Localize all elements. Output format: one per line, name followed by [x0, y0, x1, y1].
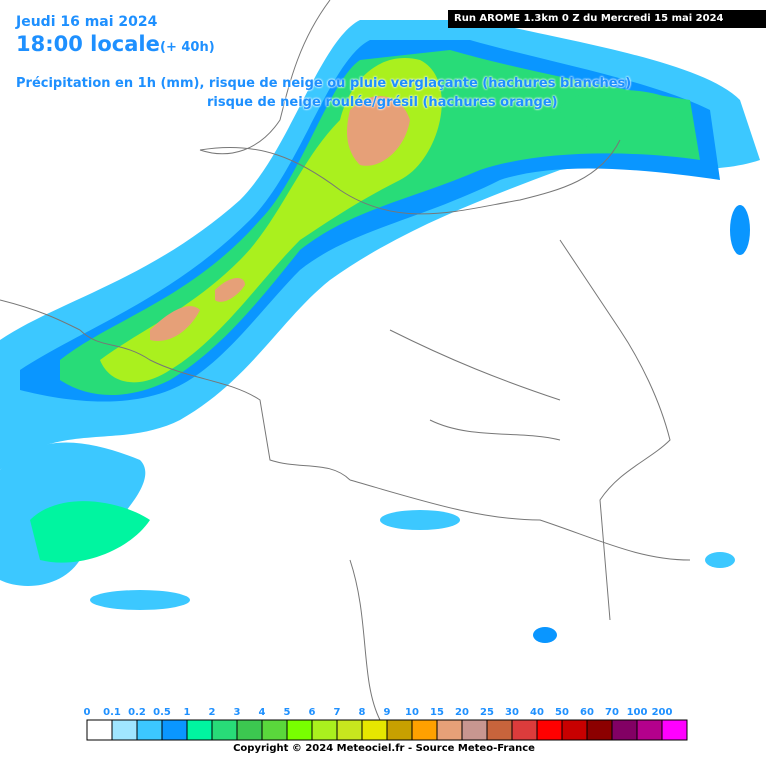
legend-swatch [136, 719, 163, 741]
borders [0, 0, 691, 721]
legend-swatch [661, 719, 688, 741]
legend-swatch [111, 719, 138, 741]
legend-label: 100 [627, 707, 648, 718]
legend-swatch [511, 719, 538, 741]
date: Jeudi 16 mai 2024 [16, 14, 158, 30]
legend-swatch [436, 719, 463, 741]
title-line: risque de neige roulée/grésil (hachures … [207, 95, 558, 110]
area-intense [347, 96, 410, 166]
legend-label: 25 [480, 707, 494, 718]
legend-label: 0.2 [128, 707, 146, 718]
precipitation [0, 20, 760, 643]
area-moderate [560, 90, 680, 130]
title-line: Précipitation en 1h (mm), risque de neig… [16, 76, 632, 91]
legend-swatch [411, 719, 438, 741]
legend-label: 70 [605, 707, 619, 718]
legend-swatch [86, 719, 113, 741]
legend-label: 9 [384, 707, 391, 718]
legend-swatch [386, 719, 413, 741]
legend-label: 50 [555, 707, 569, 718]
legend: 0 0.1 0.2 0.5 1 2 3 4 5 6 7 8 9 10 15 20 25 30 40 50 60 70 100… [84, 707, 688, 741]
legend-label: 10 [405, 707, 419, 718]
legend-swatch [636, 719, 663, 741]
time: 18:00 locale [16, 32, 160, 56]
legend-label: 60 [580, 707, 594, 718]
legend-swatch [161, 719, 188, 741]
area-medium [730, 205, 750, 255]
area-intense [150, 306, 200, 341]
area-light [90, 590, 190, 610]
legend-swatch [336, 719, 363, 741]
legend-label: 20 [455, 707, 469, 718]
legend-swatch [361, 719, 388, 741]
legend-swatch [461, 719, 488, 741]
legend-swatch [286, 719, 313, 741]
legend-label: 4 [259, 707, 266, 718]
legend-label: 2 [209, 707, 216, 718]
legend-label: 200 [652, 707, 673, 718]
legend-label: 5 [284, 707, 291, 718]
legend-swatch [486, 719, 513, 741]
legend-label: 40 [530, 707, 544, 718]
legend-label: 1 [184, 707, 191, 718]
legend-label: 7 [334, 707, 341, 718]
legend-swatch [236, 719, 263, 741]
legend-swatch [536, 719, 563, 741]
legend-swatch [211, 719, 238, 741]
legend-label: 0.1 [103, 707, 121, 718]
area-moderate [30, 501, 150, 563]
copyright: Copyright © 2024 Meteociel.fr - Source M… [233, 743, 535, 754]
legend-swatch [261, 719, 288, 741]
legend-swatch [586, 719, 613, 741]
legend-label: 8 [359, 707, 366, 718]
run-info: Run AROME 1.3km 0 Z du Mercredi 15 mai 2… [448, 10, 766, 28]
area-intense [215, 278, 245, 302]
legend-label: 6 [309, 707, 316, 718]
legend-swatch [611, 719, 638, 741]
legend-label: 15 [430, 707, 444, 718]
area-light [705, 552, 735, 568]
legend-label: 0.5 [153, 707, 171, 718]
legend-swatch [311, 719, 338, 741]
legend-label: 30 [505, 707, 519, 718]
legend-swatch [561, 719, 588, 741]
area-light [380, 510, 460, 530]
lead-time: (+ 40h) [160, 40, 215, 55]
legend-label: 0 [84, 707, 91, 718]
legend-swatch [186, 719, 213, 741]
area-medium [533, 627, 557, 643]
legend-label: 3 [234, 707, 241, 718]
